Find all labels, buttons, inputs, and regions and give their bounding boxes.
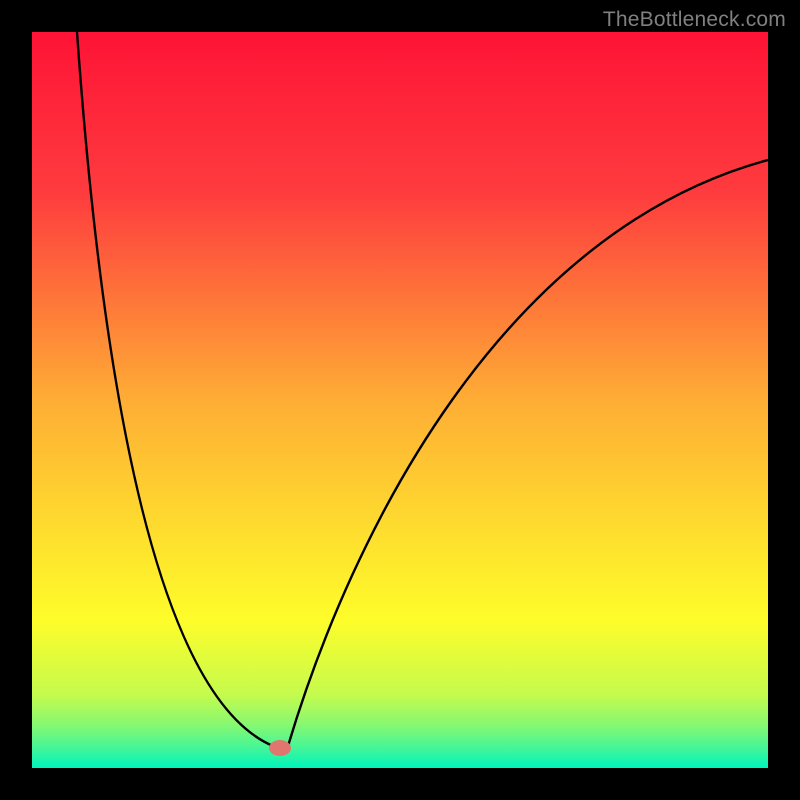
watermark-text: TheBottleneck.com: [603, 8, 786, 32]
bottleneck-curve: [32, 32, 768, 768]
plot-area: [32, 32, 768, 768]
optimal-point-marker: [269, 740, 291, 756]
